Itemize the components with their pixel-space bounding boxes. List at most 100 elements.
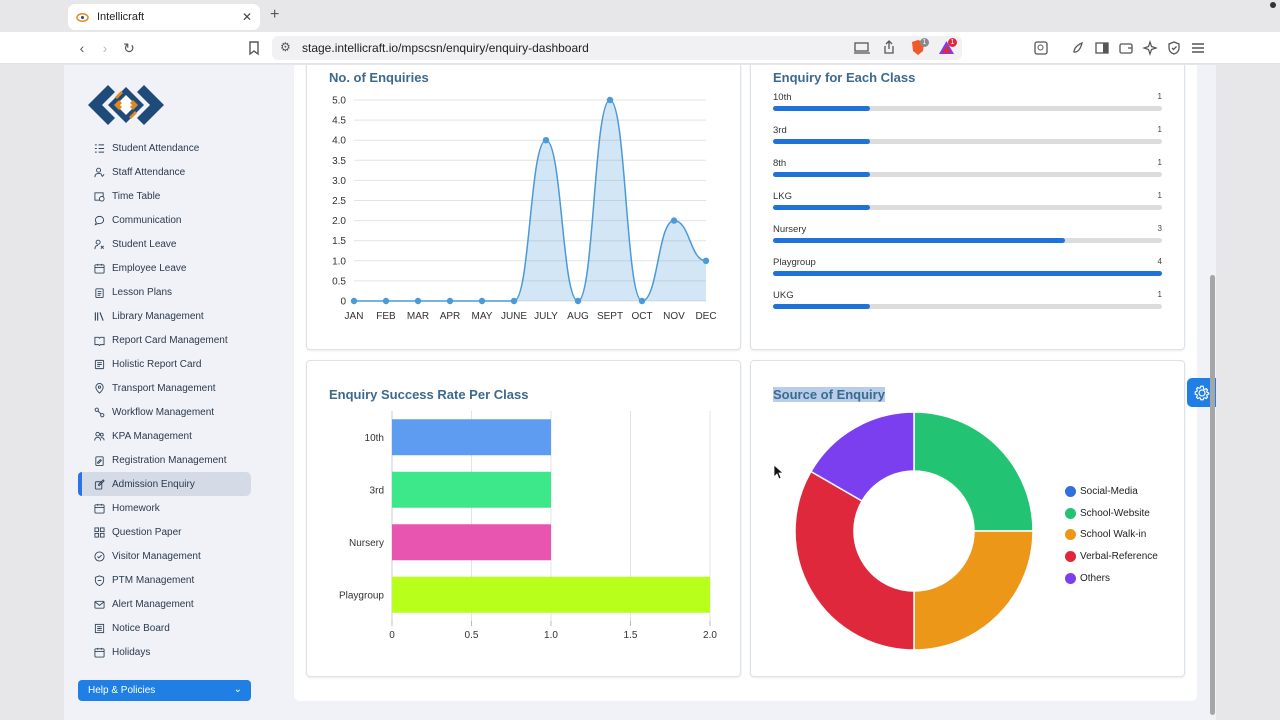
success-rate-card: Enquiry Success Rate Per Class 0 0.5 1.0 1.… (306, 360, 741, 677)
source-donut-chart (794, 411, 1034, 651)
cast-icon[interactable] (854, 41, 870, 55)
y-tick-label: 2.0 (332, 216, 346, 227)
sidebar-item-transport-management[interactable]: Transport Management (78, 376, 251, 400)
sidebar-item-lesson-plans[interactable]: Lesson Plans (78, 280, 251, 304)
sidebar-item-staff-attendance[interactable]: Staff Attendance (78, 160, 251, 184)
address-bar[interactable]: ⚙ stage.intellicraft.io/mpscsn/enquiry/e… (272, 36, 962, 60)
sidebar-item-label: Employee Leave (112, 262, 187, 274)
success-bar[interactable] (392, 419, 551, 456)
sidebar-item-alert-management[interactable]: Alert Management (78, 592, 251, 616)
sidebar-item-library-management[interactable]: Library Management (78, 304, 251, 328)
tab-title: Intellicraft (97, 11, 145, 23)
enquiries-point[interactable] (574, 297, 582, 305)
source-slice-school-walk-in[interactable] (913, 530, 1034, 651)
menu-icon[interactable] (1190, 40, 1206, 56)
enquiries-point[interactable] (478, 297, 486, 305)
enquiries-point[interactable] (542, 137, 550, 144)
sidebar-item-time-table[interactable]: Time Table (78, 184, 251, 208)
map-pin-icon (95, 382, 104, 394)
enquiries-point[interactable] (638, 297, 646, 305)
y-tick-label: 2.5 (332, 196, 346, 207)
success-bar[interactable] (392, 576, 710, 613)
page: Student Attendance Staff Attendance Time T… (64, 65, 1216, 720)
site-settings-icon[interactable]: ⚙ (280, 40, 291, 54)
sidebar-item-holidays[interactable]: Holidays (78, 640, 251, 664)
success-rate-title: Enquiry Success Rate Per Class (329, 387, 529, 402)
bookmark-icon[interactable] (246, 40, 262, 56)
sidebar-item-student-leave[interactable]: Student Leave (78, 232, 251, 256)
wallet-icon[interactable] (1118, 40, 1134, 56)
enquiries-point[interactable] (510, 297, 518, 305)
class-progress-fill (773, 271, 1162, 276)
source-slice-verbal-reference[interactable] (794, 470, 915, 651)
sidebar-item-label: Library Management (112, 310, 204, 322)
intellicraft-logo[interactable] (86, 83, 166, 127)
enquiries-point[interactable] (414, 297, 422, 305)
share-icon[interactable] (882, 40, 896, 55)
legend-item[interactable]: Verbal-Reference (1065, 546, 1158, 568)
search-tabs-icon[interactable] (1033, 40, 1049, 56)
sidebar-item-kpa-management[interactable]: KPA Management (78, 424, 251, 448)
sidebar-item-registration-management[interactable]: Registration Management (78, 448, 251, 472)
sidebar-item-communication[interactable]: Communication (78, 208, 251, 232)
class-progress-fill (773, 205, 871, 210)
sidebar-item-admission-enquiry[interactable]: Admission Enquiry (78, 472, 251, 496)
class-count: 1 (1157, 158, 1162, 167)
class-progress-track (773, 172, 1162, 177)
sparkle-icon[interactable] (1142, 40, 1158, 56)
y-tick-label: 3.5 (332, 156, 346, 167)
y-category-label: 10th (365, 433, 384, 444)
legend-item[interactable]: School Walk-in (1065, 524, 1158, 546)
brave-rewards-icon[interactable] (938, 40, 955, 55)
enquiries-point[interactable] (670, 217, 678, 224)
sidebar-item-employee-leave[interactable]: Employee Leave (78, 256, 251, 280)
page-scrollbar[interactable] (1210, 275, 1215, 715)
class-label: Nursery (773, 224, 807, 235)
sidebar-item-report-card-management[interactable]: Report Card Management (78, 328, 251, 352)
class-count: 1 (1157, 191, 1162, 200)
rewards-badge: 1 (948, 38, 957, 47)
enquiries-point[interactable] (350, 297, 358, 305)
help-policies-label: Help & Policies (88, 685, 156, 696)
sidebar-item-holistic-report-card[interactable]: Holistic Report Card (78, 352, 251, 376)
enquiries-point[interactable] (382, 297, 390, 305)
source-slice-school-website[interactable] (913, 411, 1034, 532)
enquiries-point[interactable] (606, 96, 614, 104)
enquiries-point[interactable] (446, 297, 454, 305)
sidebar-item-label: Visitor Management (112, 550, 201, 562)
sidebar-toggle-icon[interactable] (1094, 40, 1110, 56)
back-icon[interactable]: ‹ (79, 40, 85, 56)
sidebar-item-question-paper[interactable]: Question Paper (78, 520, 251, 544)
mouse-cursor-icon (773, 464, 785, 480)
new-tab-icon[interactable]: + (270, 6, 280, 23)
sidebar-item-workflow-management[interactable]: Workflow Management (78, 400, 251, 424)
legend-item[interactable]: Others (1065, 567, 1158, 589)
y-tick-label: 1.5 (332, 236, 346, 247)
sidebar-item-student-attendance[interactable]: Student Attendance (78, 136, 251, 160)
legend-item[interactable]: Social-Media (1065, 481, 1158, 503)
leo-ai-icon[interactable] (1070, 40, 1086, 56)
reload-icon[interactable]: ↻ (123, 40, 135, 56)
sidebar-item-label: Staff Attendance (112, 166, 186, 178)
y-tick-label: 5.0 (332, 96, 346, 107)
source-slice-others[interactable] (809, 411, 915, 503)
sidebar-item-notice-board[interactable]: Notice Board (78, 616, 251, 640)
success-bar[interactable] (392, 524, 551, 561)
sidebar-item-homework[interactable]: Homework (78, 496, 251, 520)
enquiries-point[interactable] (702, 257, 710, 264)
sidebar-item-ptm-management[interactable]: PTM Management (78, 568, 251, 592)
vpn-shield-icon[interactable] (1166, 40, 1182, 56)
sidebar-item-label: KPA Management (112, 430, 192, 442)
dashboard-content: No. of Enquiries 0 0.5 1.0 1.5 2.0 2.5 3.0 3.5 4… (294, 65, 1197, 701)
close-tab-icon[interactable]: ✕ (241, 10, 252, 24)
sidebar-item-label: Homework (112, 502, 160, 514)
browser-tab[interactable]: Intellicraft ✕ (68, 4, 260, 30)
help-policies-button[interactable]: Help & Policies ⌄ (78, 680, 251, 701)
legend-item[interactable]: School-Website (1065, 503, 1158, 525)
y-category-label: 3rd (370, 485, 384, 496)
sidebar-item-visitor-management[interactable]: Visitor Management (78, 544, 251, 568)
success-bar[interactable] (392, 471, 551, 508)
forward-icon[interactable]: › (102, 40, 108, 56)
enquiries-title: No. of Enquiries (329, 70, 429, 85)
legend-swatch (1065, 551, 1076, 563)
